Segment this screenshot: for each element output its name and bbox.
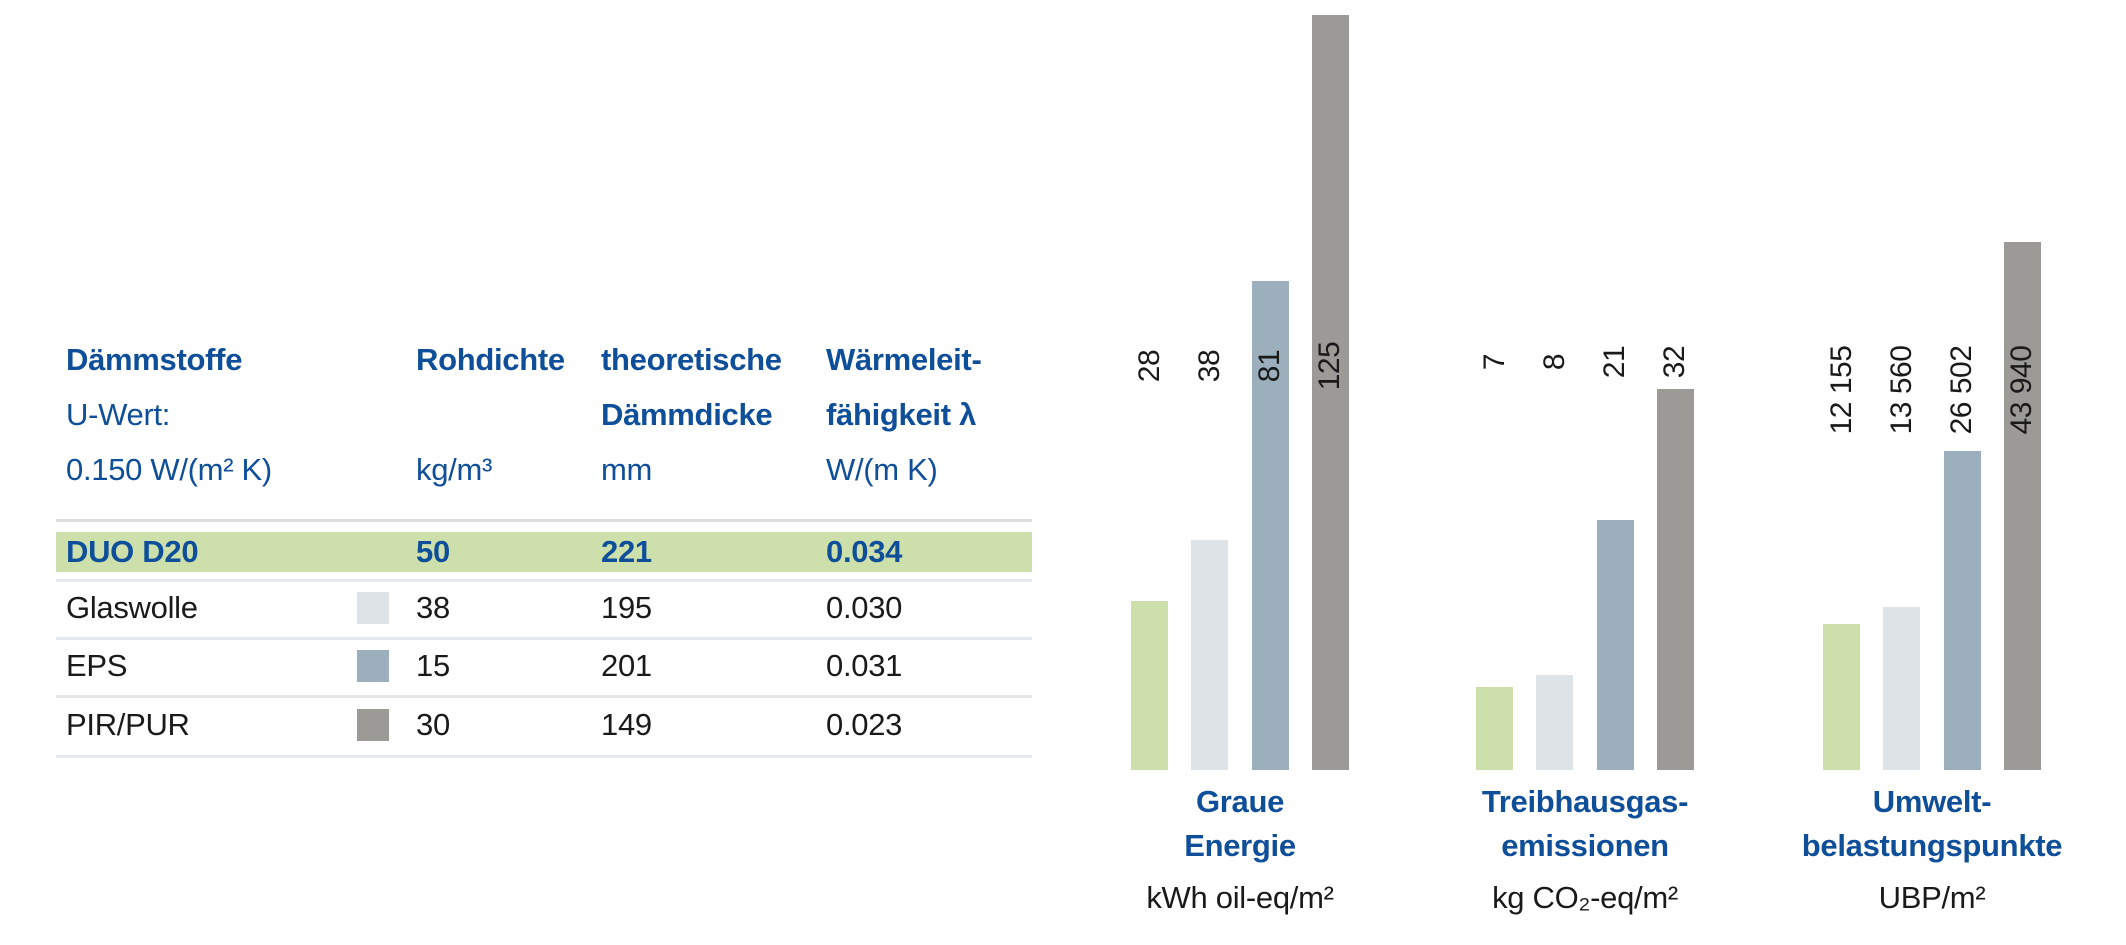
- chart-graue-energie: 28 38 81 125 Graue Energie kWh oil-eq/m²: [1131, 0, 1349, 945]
- lambda-cell: 0.031: [826, 648, 903, 683]
- bar-eps: [1943, 451, 1981, 770]
- bar-value-label: 32: [1658, 345, 1692, 379]
- lambda-cell: 0.034: [826, 534, 903, 569]
- header-daemmdicke: Dämmdicke: [601, 397, 773, 432]
- bar-value-label: 125: [1313, 341, 1347, 391]
- table-header-line1: Dämmstoffe Rohdichte theoretische Wärmel…: [56, 340, 1032, 380]
- swatch-cell: [357, 709, 416, 741]
- bar-value-label: 28: [1132, 349, 1166, 383]
- chart-title-line1: Graue: [1195, 784, 1285, 819]
- lambda-cell: 0.030: [826, 590, 903, 625]
- chart-title: Umwelt- belastungspunkte: [1801, 780, 2063, 868]
- material-name-cell: EPS: [66, 648, 128, 683]
- chart-unit-label: kWh oil-eq/m²: [1146, 880, 1334, 915]
- chart-umweltbelastungspunkte: 12 155 13 560 26 502 43 940 Umwelt- belastu…: [1802, 0, 2063, 945]
- bar-group: 28 38 81 125: [1131, 0, 1349, 770]
- header-u-wert: U-Wert:: [66, 397, 171, 432]
- table-row-duo-d20: DUO D20 50 221 0.034: [56, 532, 1032, 572]
- daemmdicke-cell: 201: [601, 648, 652, 683]
- header-daemmstoffe: Dämmstoffe: [66, 342, 243, 377]
- bar-duo-d20: [1131, 601, 1168, 770]
- table-divider: [56, 579, 1032, 582]
- chart-title: Treibhausgas- emissionen: [1481, 780, 1689, 868]
- chart-treibhausgasemissionen: 7 8 21 32 Treibhausgas- emissionen kg CO₂-e…: [1476, 0, 1694, 945]
- material-name-cell: PIR/PUR: [66, 707, 190, 742]
- daemmdicke-cell: 195: [601, 590, 652, 625]
- table-row-eps: EPS 15 201 0.031: [56, 637, 1032, 695]
- header-waermeleit: Wärmeleit-: [826, 342, 982, 377]
- header-unit-w-mk: W/(m K): [826, 452, 938, 487]
- material-name-cell: DUO D20: [66, 534, 199, 569]
- bar-glaswolle: [1191, 540, 1229, 770]
- rohdichte-cell: 15: [416, 648, 450, 683]
- material-name-cell: Glaswolle: [66, 590, 198, 625]
- rohdichte-cell: 38: [416, 590, 450, 625]
- header-unit-kg-m3: kg/m³: [416, 452, 493, 487]
- table-row-pir-pur: PIR/PUR 30 149 0.023: [56, 695, 1032, 755]
- table-divider: [56, 637, 1032, 640]
- chart-title-line1: Treibhausgas-: [1481, 784, 1689, 819]
- chart-unit-label: UBP/m²: [1878, 880, 1986, 915]
- daemmdicke-cell: 149: [601, 707, 652, 742]
- chart-title-line2: emissionen: [1501, 828, 1669, 863]
- header-faehigkeit-lambda: fähigkeit λ: [826, 397, 977, 432]
- bar-value-label: 81: [1253, 349, 1287, 383]
- bar-group: 7 8 21 32: [1476, 0, 1694, 770]
- table-divider: [56, 755, 1032, 758]
- daemmdicke-cell: 221: [601, 534, 652, 569]
- bar-value-label: 8: [1537, 353, 1571, 371]
- chart-title-line1: Umwelt-: [1872, 784, 1992, 819]
- bar-glaswolle: [1536, 675, 1574, 770]
- eps-color-swatch: [357, 650, 389, 682]
- glaswolle-color-swatch: [357, 592, 389, 624]
- bar-duo-d20: [1476, 687, 1513, 770]
- bar-pir-pur: [1656, 389, 1694, 770]
- bar-value-label: 43 940: [2005, 345, 2039, 435]
- bar-eps: [1596, 520, 1634, 770]
- bar-value-label: 7: [1477, 353, 1511, 371]
- rohdichte-cell: 50: [416, 534, 450, 569]
- bar-eps: [1251, 281, 1289, 770]
- header-theoretische: theoretische: [601, 342, 782, 377]
- chart-title-line2: belastungspunkte: [1801, 828, 2063, 863]
- swatch-cell: [357, 650, 416, 682]
- table-header-line2: U-Wert: Dämmdicke fähigkeit λ: [56, 395, 1032, 435]
- rohdichte-cell: 30: [416, 707, 450, 742]
- header-unit-mm: mm: [601, 452, 653, 487]
- header-u-wert-value: 0.150 W/(m² K): [66, 452, 272, 487]
- insulation-spec-table: Dämmstoffe Rohdichte theoretische Wärmel…: [56, 340, 1032, 760]
- chart-unit-label: kg CO₂-eq/m²: [1492, 880, 1678, 915]
- pir-pur-color-swatch: [357, 709, 389, 741]
- table-row-glaswolle: Glaswolle 38 195 0.030: [56, 579, 1032, 637]
- table-divider: [56, 519, 1032, 522]
- chart-title: Graue Energie: [1184, 780, 1296, 868]
- bar-pir-pur: [2003, 242, 2041, 770]
- bar-value-label: 26 502: [1945, 345, 1979, 435]
- header-rohdichte: Rohdichte: [416, 342, 565, 377]
- bar-value-label: 38: [1192, 349, 1226, 383]
- bar-value-label: 12 155: [1824, 345, 1858, 435]
- bar-duo-d20: [1823, 624, 1860, 770]
- bar-value-label: 21: [1598, 345, 1632, 379]
- bar-pir-pur: [1311, 15, 1349, 770]
- lambda-cell: 0.023: [826, 707, 903, 742]
- swatch-cell: [357, 592, 416, 624]
- chart-title-line2: Energie: [1184, 828, 1296, 863]
- table-header-line3: 0.150 W/(m² K) kg/m³ mm W/(m K): [56, 450, 1032, 490]
- table-divider: [56, 695, 1032, 698]
- bar-group: 12 155 13 560 26 502 43 940: [1823, 0, 2041, 770]
- bar-value-label: 13 560: [1884, 345, 1918, 435]
- bar-glaswolle: [1883, 607, 1921, 770]
